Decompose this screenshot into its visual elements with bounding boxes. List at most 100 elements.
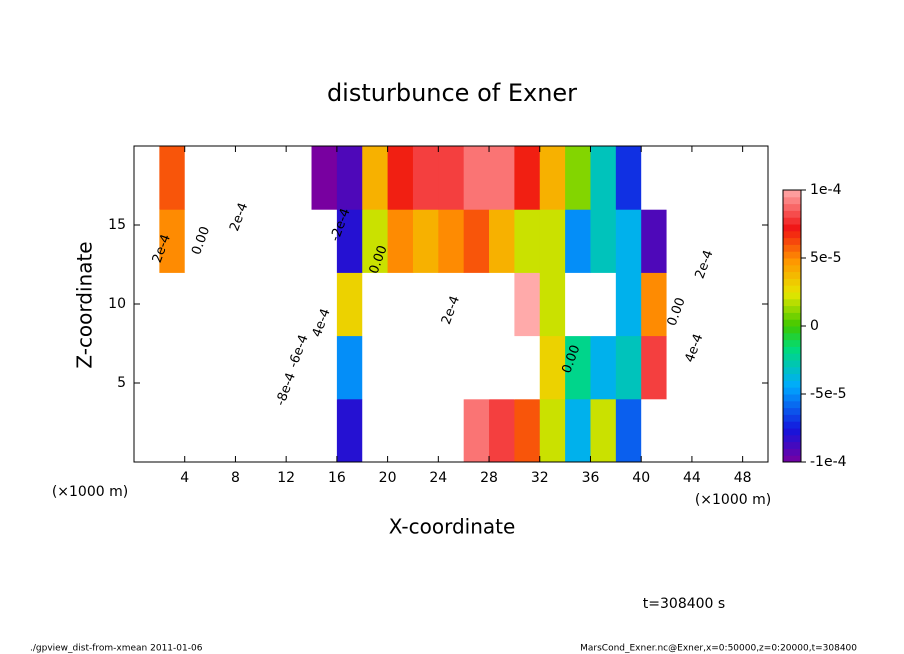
- time-label: t=308400 s: [643, 596, 725, 612]
- field-cell: [615, 335, 642, 400]
- field-cell: [387, 398, 414, 463]
- colorbar-tick-label: -1e-4: [810, 454, 847, 470]
- colorbar-step: [783, 428, 801, 436]
- field-cell: [412, 335, 439, 400]
- field-cell: [539, 209, 566, 273]
- x-tick-label: 36: [582, 470, 600, 486]
- field-cell: [615, 209, 642, 273]
- y-tick-label: 15: [108, 217, 126, 233]
- field-cell: [615, 398, 642, 463]
- field-cell: [641, 398, 668, 463]
- field-cell: [387, 335, 414, 400]
- y-axis-label: Z-coordinate: [73, 241, 97, 368]
- colorbar-step: [783, 312, 801, 320]
- field-cell: [565, 272, 591, 337]
- field-cell: [260, 272, 287, 337]
- y-tick-label: 10: [108, 296, 126, 312]
- field-cell: [539, 398, 566, 463]
- field-cell: [336, 335, 363, 400]
- field-cell: [260, 398, 287, 463]
- field-cell: [615, 146, 642, 210]
- colorbar-step: [783, 251, 801, 259]
- field-cell: [666, 335, 693, 400]
- x-tick-label: 40: [632, 470, 650, 486]
- field-cell: [742, 398, 769, 463]
- field-cell: [362, 335, 389, 400]
- footer-left: ./gpview_dist-from-xmean 2011-01-06: [30, 644, 203, 654]
- field-cell: [235, 209, 262, 273]
- field-cell: [210, 272, 236, 337]
- field-cell: [463, 272, 490, 337]
- field-cell: [134, 146, 160, 210]
- colorbar-step: [783, 346, 801, 354]
- field-cell: [514, 335, 541, 400]
- field-cell: [590, 146, 617, 210]
- colorbar-step: [783, 319, 801, 327]
- field-cell: [336, 146, 363, 210]
- colorbar-step: [783, 292, 801, 300]
- colorbar-tick-label: 0: [810, 318, 819, 334]
- field-cell: [210, 335, 236, 400]
- x-unit: (×1000 m): [695, 492, 771, 508]
- field-cell: [438, 209, 465, 273]
- field-cell: [235, 335, 262, 400]
- field-cell: [336, 272, 363, 337]
- field-cell: [641, 335, 668, 400]
- field-cell: [615, 272, 642, 337]
- field-cell: [438, 335, 465, 400]
- field-cell: [159, 398, 186, 463]
- field-cell: [463, 398, 490, 463]
- field-cell: [489, 209, 515, 273]
- field-cell: [184, 335, 211, 400]
- colorbar-tick-label: -5e-5: [810, 386, 847, 402]
- colorbar-step: [783, 298, 801, 307]
- x-tick-label: 48: [734, 470, 752, 486]
- field-cell: [286, 272, 313, 337]
- x-tick-label: 28: [480, 470, 498, 486]
- field-cell: [463, 335, 490, 400]
- field-cell: [565, 335, 591, 400]
- field-cell: [412, 209, 439, 273]
- field-cell: [641, 272, 668, 337]
- field-cell: [489, 335, 515, 400]
- field-cell: [159, 335, 186, 400]
- field-cell: [159, 209, 186, 273]
- field-cell: [235, 272, 262, 337]
- colorbar-tick-label: 5e-5: [810, 250, 841, 266]
- field-cell: [514, 398, 541, 463]
- field-cell: [134, 398, 160, 463]
- field-cell: [539, 146, 566, 210]
- colorbar-step: [783, 373, 801, 381]
- field-cell: [184, 272, 211, 337]
- y-unit: (×1000 m): [52, 484, 128, 500]
- colorbar-step: [783, 448, 801, 456]
- x-tick-label: 4: [180, 470, 189, 486]
- field-cell: [286, 335, 313, 400]
- x-tick-label: 16: [328, 470, 346, 486]
- field-cell: [717, 209, 744, 273]
- colorbar-step: [783, 271, 801, 279]
- x-tick-label: 20: [379, 470, 397, 486]
- colorbar-step: [783, 244, 801, 252]
- x-tick-label: 44: [683, 470, 701, 486]
- field-cell: [387, 272, 414, 337]
- field-cell: [260, 335, 287, 400]
- colorbar-step: [783, 237, 801, 245]
- field-cell: [235, 146, 262, 210]
- field-cell: [565, 146, 591, 210]
- field-cell: [286, 398, 313, 463]
- x-tick-label: 8: [231, 470, 240, 486]
- colorbar-step: [783, 380, 801, 388]
- field-cell: [691, 335, 718, 400]
- field-cell: [641, 209, 668, 273]
- field-cell: [489, 146, 515, 210]
- field-cell: [159, 146, 186, 210]
- field-cell: [387, 209, 414, 273]
- field-cell: [565, 398, 591, 463]
- chart-title: disturbunce of Exner: [327, 79, 577, 107]
- colorbar-step: [783, 196, 801, 205]
- field-cell: [717, 272, 744, 337]
- field-cell: [717, 335, 744, 400]
- field-cell: [691, 272, 718, 337]
